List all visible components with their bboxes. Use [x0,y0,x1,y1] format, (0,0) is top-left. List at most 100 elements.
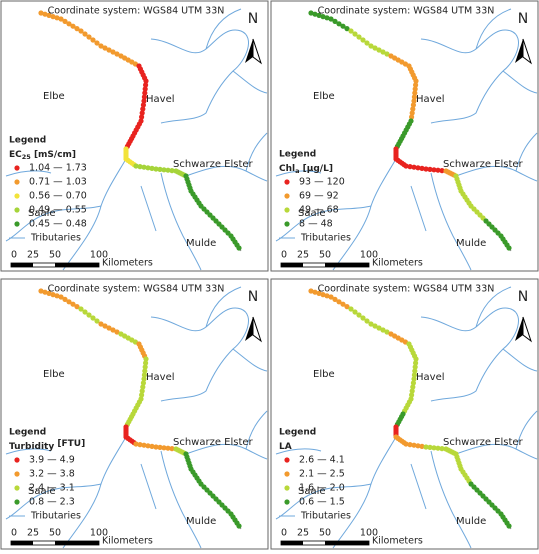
scale-bar [55,541,99,545]
sample-point [411,376,417,382]
tributary [410,185,427,232]
scale-bar [281,541,303,545]
sample-point [409,110,415,116]
scale-label: 50 [319,250,331,261]
legend-label: 0.56 — 0.70 [29,191,87,202]
sample-point [58,294,64,300]
sample-point [169,168,175,174]
place-label: Elbe [313,91,335,102]
sample-point [409,114,415,120]
sample-point [46,12,52,18]
coordinate-system: Coordinate system: WGS84 UTM 33N [48,6,225,17]
place-label: Saale [298,208,326,219]
scale-label: 50 [49,250,61,261]
variable-unit: [mS/cm] [31,150,76,160]
tributary [502,70,538,94]
tributary [275,483,372,520]
north-label: N [518,11,528,27]
sample-point [133,163,139,169]
sample-point [410,106,416,112]
place-label: Mulde [456,238,486,249]
sample-point [165,445,171,451]
place-label: Havel [416,372,445,383]
sample-point [114,329,120,335]
tributary [205,286,242,328]
map-panel: Coordinate system: WGS84 UTM 33N N Havel El… [270,278,539,550]
sample-point [139,392,145,398]
north-arrow [245,39,253,63]
sample-point [324,15,330,21]
sample-point [412,364,418,370]
sample-point [410,380,416,386]
tributary [5,170,52,177]
tributary [475,8,512,50]
sample-point [412,86,418,92]
sample-point [336,21,342,27]
sample-point [372,45,378,51]
sample-point [308,288,314,294]
sample-point [142,90,148,96]
sample-point [141,376,147,382]
legend-title: Legend [9,136,46,146]
scale-unit: Kilometers [372,258,423,269]
legend-title: Legend [279,150,316,160]
sample-point [407,164,413,170]
sample-point [140,380,146,386]
legend-label: 2.6 — 4.1 [299,455,345,466]
sample-point [137,442,143,448]
tributary [232,70,268,94]
sample-point [145,165,151,171]
sample-point [356,312,362,318]
legend-title: Legend [9,428,46,438]
variable-name: Chl [279,164,295,174]
scale-label: 50 [49,528,61,539]
coordinate-system: Coordinate system: WGS84 UTM 33N [48,284,225,295]
sample-point [62,18,68,24]
legend-swatch [284,485,290,491]
scale-label: 100 [90,528,108,539]
sample-point [324,293,330,299]
sample-point [82,309,88,315]
place-label: Schwarze Elster [443,159,524,170]
scale-label: 25 [27,528,39,539]
sample-point [141,98,147,104]
place-label: Elbe [313,369,335,380]
sample-point [102,323,108,329]
place-label: Mulde [456,516,486,527]
sample-point [149,443,155,449]
legend-variable: EC25 [mS/cm] [9,150,76,162]
sample-point [435,167,441,173]
sample-point [153,444,159,450]
sample-point [384,51,390,57]
north-arrow [245,317,253,341]
sample-point [344,304,350,310]
sample-point [410,384,416,390]
sample-point [161,445,167,451]
sample-point [348,28,354,34]
tributary [420,29,519,124]
sample-point [403,163,409,169]
variable-unit: [µg/L] [300,164,333,174]
variable-subscript: 25 [22,153,32,161]
scale-bar [11,541,33,545]
sample-point [376,47,382,53]
tributary [515,410,538,450]
scale-bar [325,263,369,267]
sample-point [419,443,425,449]
sample-point [413,360,419,366]
sample-point [413,82,419,88]
tributary [232,348,268,372]
tributary [150,29,249,124]
legend-label: 3.9 — 4.9 [29,455,75,466]
tributary [5,448,52,455]
sample-point [90,37,96,43]
sample-point [66,21,72,27]
sample-point [98,43,104,49]
sample-point [90,315,96,321]
place-label: Schwarze Elster [173,159,254,170]
sample-point [141,442,147,448]
sample-point [506,523,512,529]
tributary [275,205,372,242]
legend-swatch [14,471,20,477]
